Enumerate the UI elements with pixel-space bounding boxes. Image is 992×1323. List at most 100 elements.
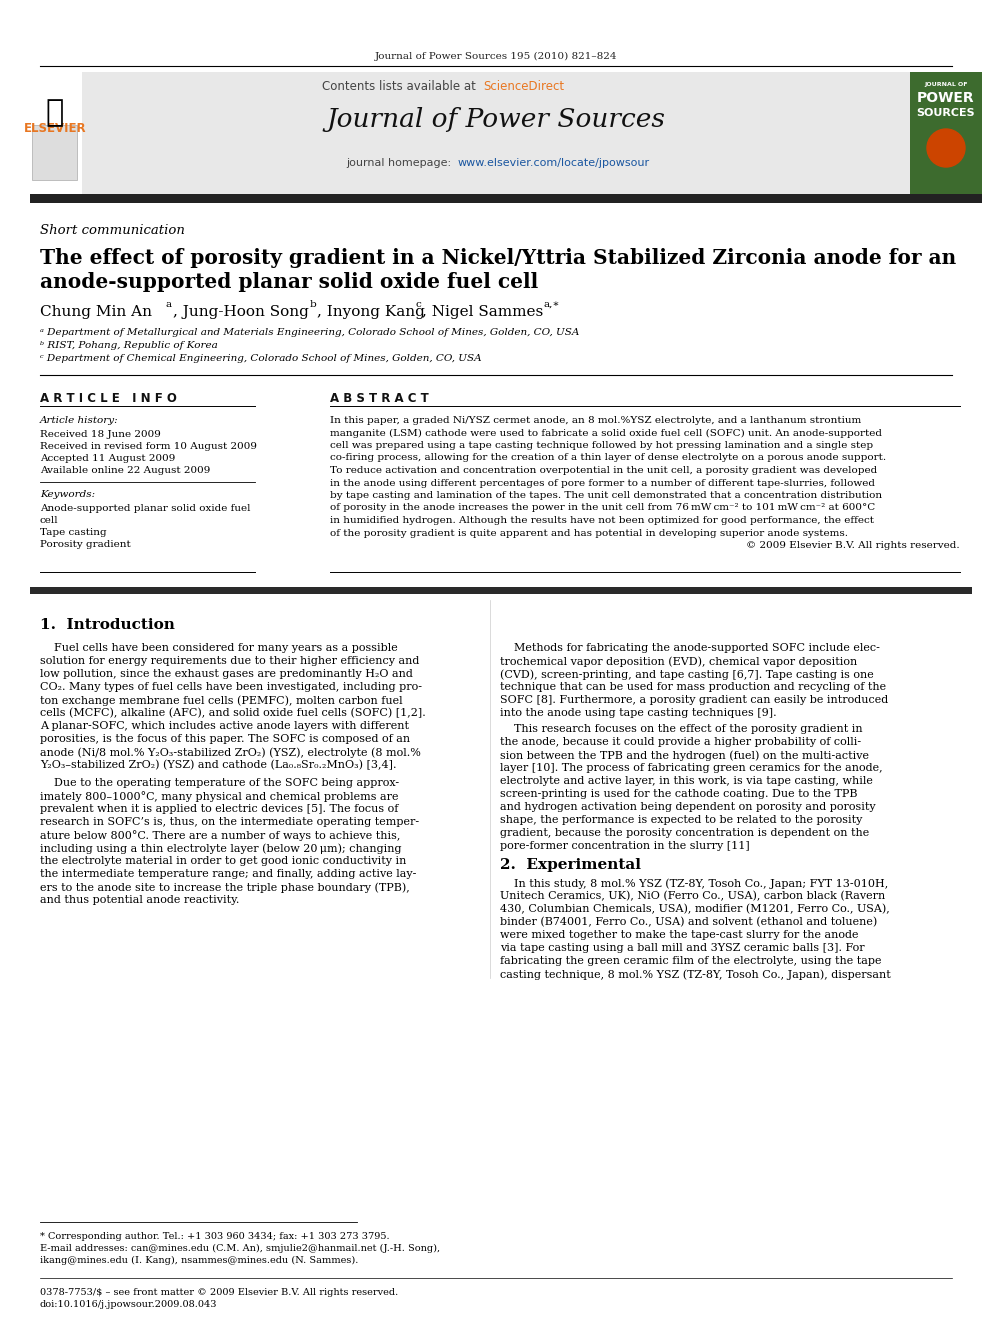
Text: (CVD), screen-printing, and tape casting [6,7]. Tape casting is one: (CVD), screen-printing, and tape casting… bbox=[500, 669, 874, 680]
Text: journal homepage:: journal homepage: bbox=[346, 157, 455, 168]
Text: layer [10]. The process of fabricating green ceramics for the anode,: layer [10]. The process of fabricating g… bbox=[500, 763, 883, 773]
Text: Accepted 11 August 2009: Accepted 11 August 2009 bbox=[40, 454, 176, 463]
Text: www.elsevier.com/locate/jpowsour: www.elsevier.com/locate/jpowsour bbox=[458, 157, 650, 168]
Text: , Jung-Hoon Song: , Jung-Hoon Song bbox=[173, 306, 309, 319]
Text: ᵇ RIST, Pohang, Republic of Korea: ᵇ RIST, Pohang, Republic of Korea bbox=[40, 341, 218, 351]
Text: anode (Ni/8 mol.% Y₂O₃-stabilized ZrO₂) (YSZ), electrolyte (8 mol.%: anode (Ni/8 mol.% Y₂O₃-stabilized ZrO₂) … bbox=[40, 747, 421, 758]
Text: a,∗: a,∗ bbox=[543, 300, 559, 310]
Text: Unitech Ceramics, UK), NiO (Ferro Co., USA), carbon black (Ravern: Unitech Ceramics, UK), NiO (Ferro Co., U… bbox=[500, 890, 885, 901]
Text: To reduce activation and concentration overpotential in the unit cell, a porosit: To reduce activation and concentration o… bbox=[330, 466, 877, 475]
Text: ature below 800°C. There are a number of ways to achieve this,: ature below 800°C. There are a number of… bbox=[40, 830, 401, 841]
Text: the electrolyte material in order to get good ionic conductivity in: the electrolyte material in order to get… bbox=[40, 856, 407, 867]
Text: binder (B74001, Ferro Co., USA) and solvent (ethanol and toluene): binder (B74001, Ferro Co., USA) and solv… bbox=[500, 917, 877, 927]
Text: 0378-7753/$ – see front matter © 2009 Elsevier B.V. All rights reserved.: 0378-7753/$ – see front matter © 2009 El… bbox=[40, 1289, 398, 1297]
Text: A planar-SOFC, which includes active anode layers with different: A planar-SOFC, which includes active ano… bbox=[40, 721, 409, 732]
Text: Contents lists available at: Contents lists available at bbox=[322, 79, 480, 93]
Text: cell: cell bbox=[40, 516, 59, 525]
Text: research in SOFC’s is, thus, on the intermediate operating temper-: research in SOFC’s is, thus, on the inte… bbox=[40, 818, 420, 827]
Text: Tape casting: Tape casting bbox=[40, 528, 106, 537]
Text: Anode-supported planar solid oxide fuel: Anode-supported planar solid oxide fuel bbox=[40, 504, 251, 513]
Text: ᶜ Department of Chemical Engineering, Colorado School of Mines, Golden, CO, USA: ᶜ Department of Chemical Engineering, Co… bbox=[40, 355, 482, 363]
Text: co-firing process, allowing for the creation of a thin layer of dense electrolyt: co-firing process, allowing for the crea… bbox=[330, 454, 886, 463]
FancyBboxPatch shape bbox=[30, 194, 982, 202]
Text: Methods for fabricating the anode-supported SOFC include elec-: Methods for fabricating the anode-suppor… bbox=[500, 643, 880, 654]
FancyBboxPatch shape bbox=[82, 71, 910, 196]
Text: doi:10.1016/j.jpowsour.2009.08.043: doi:10.1016/j.jpowsour.2009.08.043 bbox=[40, 1301, 217, 1308]
Circle shape bbox=[927, 130, 965, 167]
Text: Porosity gradient: Porosity gradient bbox=[40, 540, 131, 549]
Text: cell was prepared using a tape casting technique followed by hot pressing lamina: cell was prepared using a tape casting t… bbox=[330, 441, 873, 450]
Text: ton exchange membrane fuel cells (PEMFC), molten carbon fuel: ton exchange membrane fuel cells (PEMFC)… bbox=[40, 695, 403, 705]
Text: and hydrogen activation being dependent on porosity and porosity: and hydrogen activation being dependent … bbox=[500, 802, 876, 812]
Text: of porosity in the anode increases the power in the unit cell from 76 mW cm⁻² to: of porosity in the anode increases the p… bbox=[330, 504, 875, 512]
Text: the anode, because it could provide a higher probability of colli-: the anode, because it could provide a hi… bbox=[500, 737, 861, 747]
Text: ikang@mines.edu (I. Kang), nsammes@mines.edu (N. Sammes).: ikang@mines.edu (I. Kang), nsammes@mines… bbox=[40, 1256, 358, 1265]
Text: Journal of Power Sources: Journal of Power Sources bbox=[326, 107, 666, 132]
Text: A B S T R A C T: A B S T R A C T bbox=[330, 392, 429, 405]
Text: by tape casting and lamination of the tapes. The unit cell demonstrated that a c: by tape casting and lamination of the ta… bbox=[330, 491, 882, 500]
Text: casting technique, 8 mol.% YSZ (TZ-8Y, Tosoh Co., Japan), dispersant: casting technique, 8 mol.% YSZ (TZ-8Y, T… bbox=[500, 968, 891, 979]
Text: anode-supported planar solid oxide fuel cell: anode-supported planar solid oxide fuel … bbox=[40, 273, 539, 292]
Text: including using a thin electrolyte layer (below 20 μm); changing: including using a thin electrolyte layer… bbox=[40, 843, 402, 853]
Text: were mixed together to make the tape-cast slurry for the anode: were mixed together to make the tape-cas… bbox=[500, 930, 858, 941]
Text: solution for energy requirements due to their higher efficiency and: solution for energy requirements due to … bbox=[40, 656, 420, 665]
Text: imately 800–1000°C, many physical and chemical problems are: imately 800–1000°C, many physical and ch… bbox=[40, 791, 399, 802]
FancyBboxPatch shape bbox=[910, 71, 982, 196]
Text: screen-printing is used for the cathode coating. Due to the TPB: screen-printing is used for the cathode … bbox=[500, 789, 857, 799]
Text: prevalent when it is applied to electric devices [5]. The focus of: prevalent when it is applied to electric… bbox=[40, 804, 399, 814]
Text: into the anode using tape casting techniques [9].: into the anode using tape casting techni… bbox=[500, 708, 777, 718]
Text: b: b bbox=[310, 300, 316, 310]
Text: 1.  Introduction: 1. Introduction bbox=[40, 618, 175, 632]
Text: Chung Min An: Chung Min An bbox=[40, 306, 152, 319]
Text: POWER: POWER bbox=[918, 91, 975, 105]
FancyBboxPatch shape bbox=[30, 587, 972, 594]
Text: c: c bbox=[415, 300, 421, 310]
Text: and thus potential anode reactivity.: and thus potential anode reactivity. bbox=[40, 894, 239, 905]
Text: shape, the performance is expected to be related to the porosity: shape, the performance is expected to be… bbox=[500, 815, 862, 826]
Text: E-mail addresses: can@mines.edu (C.M. An), smjulie2@hanmail.net (J.-H. Song),: E-mail addresses: can@mines.edu (C.M. An… bbox=[40, 1244, 440, 1253]
Text: sion between the TPB and the hydrogen (fuel) on the multi-active: sion between the TPB and the hydrogen (f… bbox=[500, 750, 869, 761]
Text: the intermediate temperature range; and finally, adding active lay-: the intermediate temperature range; and … bbox=[40, 869, 417, 878]
Text: Received 18 June 2009: Received 18 June 2009 bbox=[40, 430, 161, 439]
Text: in humidified hydrogen. Although the results have not been optimized for good pe: in humidified hydrogen. Although the res… bbox=[330, 516, 874, 525]
Text: ers to the anode site to increase the triple phase boundary (TPB),: ers to the anode site to increase the tr… bbox=[40, 882, 410, 893]
Text: a: a bbox=[166, 300, 173, 310]
Text: 2.  Experimental: 2. Experimental bbox=[500, 859, 641, 872]
Text: , Nigel Sammes: , Nigel Sammes bbox=[422, 306, 544, 319]
Text: A R T I C L E   I N F O: A R T I C L E I N F O bbox=[40, 392, 177, 405]
FancyBboxPatch shape bbox=[30, 71, 82, 196]
Text: ᵃ Department of Metallurgical and Materials Engineering, Colorado School of Mine: ᵃ Department of Metallurgical and Materi… bbox=[40, 328, 579, 337]
Text: ScienceDirect: ScienceDirect bbox=[483, 79, 564, 93]
Text: * Corresponding author. Tel.: +1 303 960 3434; fax: +1 303 273 3795.: * Corresponding author. Tel.: +1 303 960… bbox=[40, 1232, 390, 1241]
Text: electrolyte and active layer, in this work, is via tape casting, while: electrolyte and active layer, in this wo… bbox=[500, 777, 873, 786]
Text: Received in revised form 10 August 2009: Received in revised form 10 August 2009 bbox=[40, 442, 257, 451]
Text: trochemical vapor deposition (EVD), chemical vapor deposition: trochemical vapor deposition (EVD), chem… bbox=[500, 656, 857, 667]
Text: Short communication: Short communication bbox=[40, 224, 185, 237]
Text: Keywords:: Keywords: bbox=[40, 490, 95, 499]
Text: cells (MCFC), alkaline (AFC), and solid oxide fuel cells (SOFC) [1,2].: cells (MCFC), alkaline (AFC), and solid … bbox=[40, 708, 426, 718]
Text: manganite (LSM) cathode were used to fabricate a solid oxide fuel cell (SOFC) un: manganite (LSM) cathode were used to fab… bbox=[330, 429, 882, 438]
Text: porosities, is the focus of this paper. The SOFC is composed of an: porosities, is the focus of this paper. … bbox=[40, 734, 410, 744]
Text: In this paper, a graded Ni/YSZ cermet anode, an 8 mol.%YSZ electrolyte, and a la: In this paper, a graded Ni/YSZ cermet an… bbox=[330, 415, 861, 425]
Text: Available online 22 August 2009: Available online 22 August 2009 bbox=[40, 466, 210, 475]
Text: fabricating the green ceramic film of the electrolyte, using the tape: fabricating the green ceramic film of th… bbox=[500, 957, 882, 966]
Text: CO₂. Many types of fuel cells have been investigated, including pro-: CO₂. Many types of fuel cells have been … bbox=[40, 681, 422, 692]
Text: Journal of Power Sources 195 (2010) 821–824: Journal of Power Sources 195 (2010) 821–… bbox=[375, 52, 617, 61]
Text: Due to the operating temperature of the SOFC being approx-: Due to the operating temperature of the … bbox=[40, 778, 399, 789]
Text: pore-former concentration in the slurry [11]: pore-former concentration in the slurry … bbox=[500, 841, 750, 851]
Text: © 2009 Elsevier B.V. All rights reserved.: © 2009 Elsevier B.V. All rights reserved… bbox=[746, 541, 960, 550]
Text: Fuel cells have been considered for many years as a possible: Fuel cells have been considered for many… bbox=[40, 643, 398, 654]
Text: SOURCES: SOURCES bbox=[917, 108, 975, 118]
Text: SOFC [8]. Furthermore, a porosity gradient can easily be introduced: SOFC [8]. Furthermore, a porosity gradie… bbox=[500, 695, 888, 705]
Text: Y₂O₃–stabilized ZrO₂) (YSZ) and cathode (La₀.₈Sr₀.₂MnO₃) [3,4].: Y₂O₃–stabilized ZrO₂) (YSZ) and cathode … bbox=[40, 759, 397, 770]
Text: ELSEVIER: ELSEVIER bbox=[24, 122, 86, 135]
Text: via tape casting using a ball mill and 3YSZ ceramic balls [3]. For: via tape casting using a ball mill and 3… bbox=[500, 943, 865, 953]
Text: technique that can be used for mass production and recycling of the: technique that can be used for mass prod… bbox=[500, 681, 886, 692]
Text: in the anode using different percentages of pore former to a number of different: in the anode using different percentages… bbox=[330, 479, 875, 487]
FancyBboxPatch shape bbox=[32, 124, 77, 180]
Text: In this study, 8 mol.% YSZ (TZ-8Y, Tosoh Co., Japan; FYT 13-010H,: In this study, 8 mol.% YSZ (TZ-8Y, Tosoh… bbox=[500, 878, 888, 889]
Text: The effect of porosity gradient in a Nickel/Yttria Stabilized Zirconia anode for: The effect of porosity gradient in a Nic… bbox=[40, 247, 956, 269]
Text: This research focuses on the effect of the porosity gradient in: This research focuses on the effect of t… bbox=[500, 724, 863, 734]
Text: of the porosity gradient is quite apparent and has potential in developing super: of the porosity gradient is quite appare… bbox=[330, 528, 848, 537]
Text: Article history:: Article history: bbox=[40, 415, 119, 425]
